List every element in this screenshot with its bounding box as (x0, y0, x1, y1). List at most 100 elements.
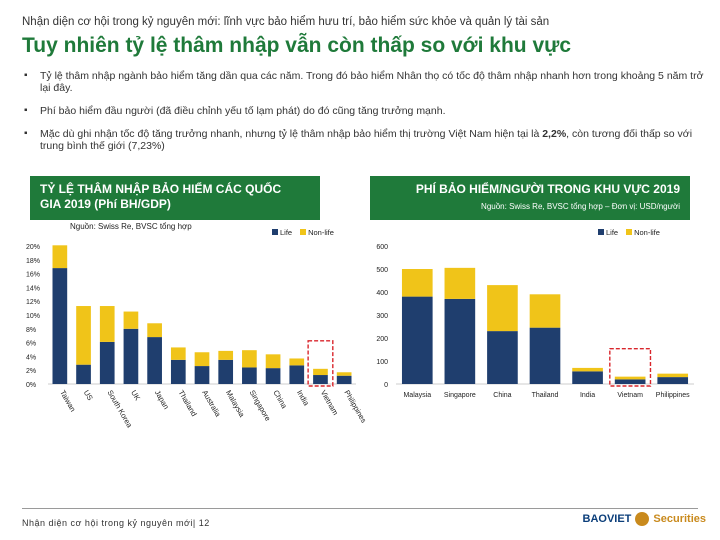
bar-life (529, 327, 561, 384)
y-tick-label: 600 (376, 244, 388, 251)
bar-life (289, 365, 305, 384)
x-tick-label: US (82, 389, 95, 403)
bar-nonlife (487, 285, 518, 332)
y-tick-label: 10% (26, 313, 40, 320)
legend-item-nonlife: Non-life (300, 228, 334, 237)
logo-brand: BAOVIET (582, 513, 632, 525)
x-tick-label: Vietnam (617, 392, 643, 399)
x-tick-label: Malaysia (403, 392, 431, 399)
bar-life (242, 367, 257, 384)
y-tick-label: 300 (376, 313, 388, 320)
bar-nonlife (99, 306, 115, 342)
bar-nonlife (336, 372, 352, 376)
bullet-highlight: 2,2% (542, 128, 567, 140)
bar-life (147, 337, 162, 384)
logo-mark-icon (635, 512, 650, 526)
y-tick-label: 200 (376, 336, 388, 343)
bar-nonlife (123, 311, 139, 329)
x-tick-label: India (295, 389, 311, 408)
chart-right-source: Nguồn: Swiss Re, BVSC tổng hợp – Đơn vị:… (481, 202, 680, 211)
x-tick-label: Australia (200, 389, 223, 419)
bar-nonlife (170, 347, 186, 360)
y-tick-label: 8% (26, 327, 36, 334)
bar-life (218, 359, 234, 384)
y-tick-label: 0% (26, 382, 36, 389)
legend-swatch-nonlife (300, 229, 307, 235)
bar-life (572, 371, 603, 384)
legend-item-life: Life (598, 228, 618, 237)
bullet-list: Tỷ lệ thâm nhập ngành bảo hiểm tăng dần … (24, 70, 704, 163)
y-tick-label: 20% (26, 244, 40, 251)
chart-left-source: Nguồn: Swiss Re, BVSC tổng hợp (70, 222, 192, 231)
x-tick-label: UK (129, 389, 142, 403)
slide-title: Tuy nhiên tỷ lệ thâm nhập vẫn còn thấp s… (22, 34, 572, 57)
bar-nonlife (194, 352, 210, 367)
bullet-item: Tỷ lệ thâm nhập ngành bảo hiểm tăng dần … (24, 70, 704, 94)
x-tick-label: Singapore (444, 392, 476, 399)
chart-right-title: PHÍ BẢO HIỂM/NGƯỜI TRONG KHU VỰC 2019 (415, 182, 680, 196)
legend-swatch-life (272, 229, 278, 235)
x-tick-label: India (580, 392, 595, 399)
bar-nonlife (572, 367, 603, 372)
bullet-text: Tỷ lệ thâm nhập ngành bảo hiểm tăng dần … (40, 70, 704, 94)
bar-life (170, 359, 186, 384)
bar-nonlife (76, 306, 91, 365)
bar-nonlife (265, 354, 281, 369)
y-tick-label: 100 (376, 359, 388, 366)
y-tick-label: 0 (384, 382, 388, 389)
bar-life (614, 379, 646, 384)
bar-nonlife (614, 376, 646, 380)
legend-swatch-life (598, 229, 604, 235)
brand-logo: BAOVIET Securities (582, 512, 706, 526)
chart-right-legend: Life Non-life (598, 228, 660, 237)
chart-left-banner: TỶ LỆ THÂM NHẬP BẢO HIỂM CÁC QUỐC GIA 20… (30, 176, 320, 231)
bar-life (123, 328, 139, 384)
bar-life (52, 268, 68, 384)
y-tick-label: 4% (26, 354, 36, 361)
highlight-box (307, 340, 334, 387)
bar-nonlife (242, 350, 257, 368)
x-tick-label: Taiwan (58, 389, 77, 414)
y-tick-label: 14% (26, 285, 40, 292)
bar-nonlife (401, 269, 433, 297)
x-tick-label: Singapore (248, 389, 273, 423)
y-tick-label: 16% (26, 272, 40, 279)
legend-label-life: Life (280, 228, 293, 237)
x-tick-label: Vietnam (319, 389, 340, 417)
bar-nonlife (289, 358, 305, 366)
bullet-item: Mặc dù ghi nhận tốc độ tăng trưởng nhanh… (24, 128, 704, 152)
chart-left-title: TỶ LỆ THÂM NHẬP BẢO HIỂM CÁC QUỐC GIA 20… (40, 182, 282, 211)
bar-life (401, 296, 433, 384)
chart-right: 0 100 200 300 400 500 600 Malaysia Singapore Chin… (376, 244, 694, 399)
chart-left: 0%2%4%6%8%10%12%14%16%18%20%Taiwan US Sout… (26, 244, 368, 430)
legend-swatch-nonlife (626, 229, 633, 235)
x-tick-label: Thailand (177, 389, 199, 418)
x-tick-label: Japan (153, 389, 171, 411)
x-tick-label: China (493, 392, 511, 399)
logo-suffix: Securities (653, 513, 706, 525)
x-tick-label: Thailand (532, 392, 559, 399)
bar-nonlife (313, 368, 328, 376)
y-tick-label: 6% (26, 341, 36, 348)
x-tick-label: China (271, 389, 289, 411)
legend-item-life: Life (272, 228, 292, 237)
y-tick-label: 12% (26, 299, 40, 306)
chart-left-legend: Life Non-life (272, 228, 334, 237)
bar-nonlife (657, 373, 689, 378)
y-tick-label: 500 (376, 267, 388, 274)
bar-nonlife (218, 350, 234, 360)
bar-nonlife (529, 294, 561, 328)
bullet-item: Phí bảo hiểm đầu người (đã điều chỉnh yế… (24, 105, 704, 117)
y-tick-label: 400 (376, 290, 388, 297)
legend-item-nonlife: Non-life (626, 228, 660, 237)
bar-life (265, 368, 281, 384)
bar-life (657, 377, 689, 384)
legend-label-life: Life (606, 228, 619, 237)
chart-right-banner: PHÍ BẢO HIỂM/NGƯỜI TRONG KHU VỰC 2019 Ng… (370, 176, 690, 220)
legend-label-nonlife: Non-life (308, 228, 334, 237)
x-tick-label: Malaysia (224, 389, 247, 420)
bar-life (194, 366, 210, 384)
footer-divider (22, 508, 698, 509)
x-tick-label: Philippines (656, 392, 690, 399)
bar-life (444, 298, 476, 384)
